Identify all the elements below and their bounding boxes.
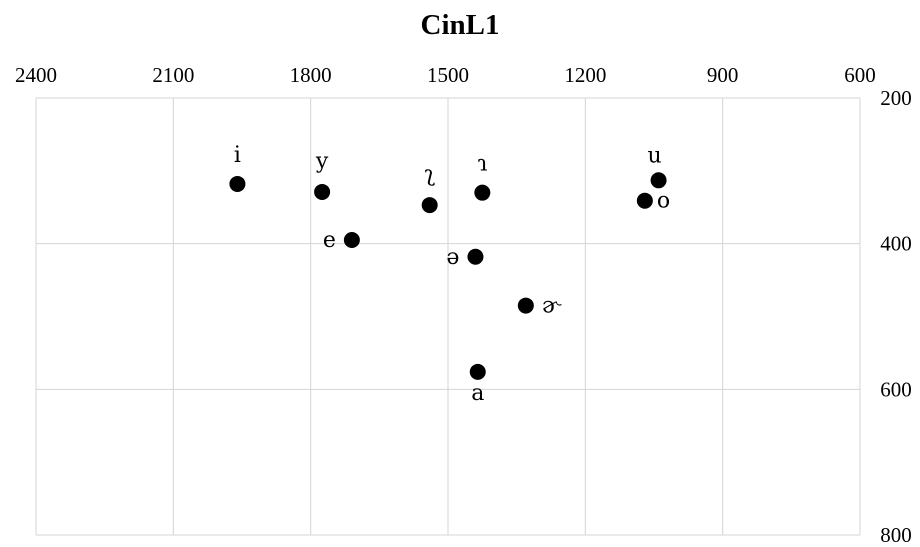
data-point: [474, 184, 491, 201]
point-label: a: [471, 381, 484, 406]
point-label: o: [657, 189, 670, 214]
data-point: [467, 248, 484, 265]
point-label: ə: [446, 245, 459, 270]
y-tick-label: 400: [880, 232, 912, 256]
point-label: u: [647, 143, 661, 168]
point-label: ɚ: [542, 294, 562, 319]
data-point: [517, 297, 534, 314]
data-point: [343, 232, 360, 249]
x-tick-label: 2400: [15, 63, 57, 87]
x-tick-label: 1200: [564, 63, 606, 87]
data-point: [421, 197, 438, 214]
y-tick-label: 200: [880, 86, 912, 110]
point-label: ʅ: [424, 162, 435, 187]
point-label: e: [323, 228, 336, 253]
x-tick-label: 2100: [152, 63, 194, 87]
point-label: i: [234, 143, 241, 168]
data-point: [636, 192, 653, 209]
gridlines: [35, 97, 861, 536]
data-point: [229, 175, 246, 192]
x-tick-label: 900: [707, 63, 739, 87]
y-axis-ticks: 200 400 600 800: [880, 86, 912, 547]
y-tick-label: 600: [880, 377, 912, 401]
y-tick-label: 800: [880, 523, 912, 547]
data-point: [314, 183, 331, 200]
x-tick-label: 1800: [290, 63, 332, 87]
x-axis-ticks: 2400 2100 1800 1500 1200 900 600: [15, 63, 876, 87]
point-label: ɿ: [477, 152, 487, 177]
chart-title: CinL1: [421, 9, 500, 41]
x-tick-label: 600: [844, 63, 876, 87]
x-tick-label: 1500: [427, 63, 469, 87]
point-label: y: [315, 149, 329, 174]
data-point: [650, 172, 667, 189]
data-point: [469, 363, 486, 380]
data-points: i y e ʅ ɿ ə ɚ a uo: [229, 143, 670, 406]
